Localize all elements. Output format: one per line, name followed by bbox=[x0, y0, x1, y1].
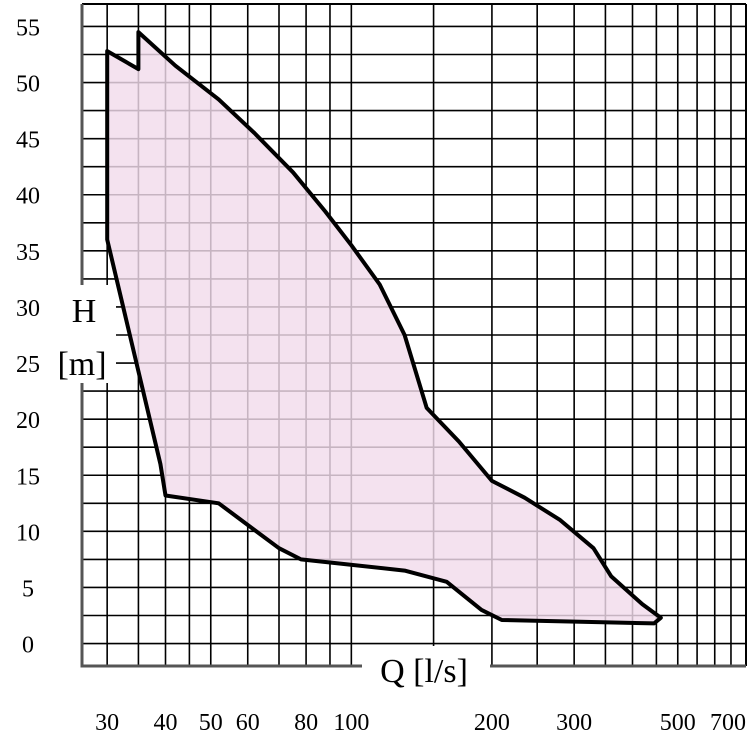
x-tick-label: 60 bbox=[236, 710, 260, 733]
x-tick-label: 50 bbox=[199, 710, 223, 733]
y-tick-label: 30 bbox=[16, 296, 40, 322]
y-axis-title-line2: [m] bbox=[57, 346, 106, 383]
x-tick-label: 100 bbox=[333, 710, 369, 733]
y-tick-label: 45 bbox=[16, 128, 40, 154]
x-tick-label: 300 bbox=[556, 710, 592, 733]
y-tick-labels: 0 5 10 15 20 25 30 35 40 45 50 55 bbox=[16, 15, 40, 658]
y-tick-label: 55 bbox=[16, 15, 40, 41]
y-tick-label: 5 bbox=[22, 576, 34, 602]
y-tick-label: 10 bbox=[16, 520, 40, 546]
x-tick-labels: 30 40 50 60 80 100 200 300 500 700 bbox=[95, 710, 746, 733]
y-tick-label: 35 bbox=[16, 240, 40, 266]
y-title-background bbox=[50, 285, 116, 383]
y-tick-label: 15 bbox=[16, 464, 40, 490]
y-axis-title-line1: H bbox=[72, 293, 97, 330]
axis-titles: H [m] Q [l/s] bbox=[50, 285, 490, 692]
operating-range-polygon bbox=[105, 30, 663, 626]
x-tick-label: 80 bbox=[294, 710, 318, 733]
x-tick-label: 700 bbox=[710, 710, 746, 733]
x-tick-label: 200 bbox=[474, 710, 510, 733]
y-tick-label: 50 bbox=[16, 72, 40, 98]
x-title-background bbox=[362, 646, 490, 692]
x-tick-label: 500 bbox=[660, 710, 696, 733]
y-tick-label: 25 bbox=[16, 352, 40, 378]
y-tick-label: 0 bbox=[22, 633, 34, 659]
x-axis-title: Q [l/s] bbox=[380, 653, 468, 690]
x-tick-label: 30 bbox=[95, 710, 119, 733]
operating-range-area bbox=[105, 30, 663, 626]
y-tick-label: 20 bbox=[16, 408, 40, 434]
y-tick-label: 40 bbox=[16, 184, 40, 210]
x-tick-label: 40 bbox=[154, 710, 178, 733]
